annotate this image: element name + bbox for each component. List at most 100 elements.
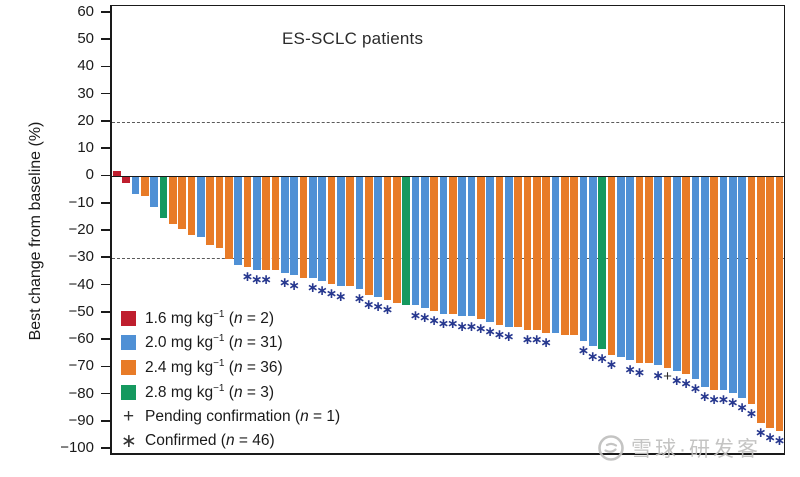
chart-legend: 1.6 mg kg−1 (n = 2) 2.0 mg kg−1 (n = 31) 2… (121, 306, 340, 454)
confirmed-asterisk-marker: ∗ (250, 271, 263, 288)
confirmed-asterisk-marker: ∗ (577, 342, 590, 359)
legend-swatch-icon (121, 335, 136, 351)
confirmed-asterisk-marker: ∗ (372, 298, 384, 315)
legend-swatch-icon (121, 310, 136, 326)
patient-bar (225, 177, 233, 260)
y-tick (101, 392, 110, 395)
legend-label: 2.8 mg kg−1 (n = 3) (145, 382, 275, 401)
confirmed-asterisk-marker: ∗ (652, 366, 664, 383)
patient-bar (719, 177, 728, 390)
legend-label: Confirmed (n = 46) (145, 432, 275, 450)
confirmed-asterisk-marker: ∗ (465, 317, 478, 334)
patient-bar (561, 177, 569, 336)
chart-title: ES-SCLC patients (282, 29, 424, 48)
patient-bar (169, 177, 177, 224)
y-tick (101, 311, 110, 313)
patient-bar (579, 177, 588, 341)
y-tick-label: −80 (68, 384, 94, 402)
y-tick (101, 65, 110, 68)
confirmed-asterisk-marker: ∗ (624, 361, 636, 378)
patient-bar (645, 177, 653, 363)
patient-bar (439, 177, 448, 314)
patient-bar (757, 177, 765, 423)
patient-bar (197, 177, 205, 238)
patient-bar (299, 177, 308, 279)
patient-bar (458, 177, 466, 317)
confirmed-asterisk-marker: ∗ (428, 312, 440, 329)
patient-bar (598, 177, 606, 350)
legend-item-dose-2.0: 2.0 mg kg−1 (n = 31) (121, 331, 340, 356)
confirmed-asterisk-marker: ∗ (717, 391, 730, 408)
patient-bar (131, 177, 140, 194)
confirmed-asterisk-marker: ∗ (446, 314, 459, 331)
patient-bar (523, 177, 532, 330)
patient-bar (393, 177, 401, 303)
patient-bar (570, 177, 578, 336)
patient-bar (365, 177, 373, 295)
patient-bar (467, 177, 476, 317)
patient-bar (775, 177, 784, 431)
xueqiu-logo-icon (598, 435, 624, 461)
patient-bar (346, 177, 354, 287)
patient-bar (243, 177, 252, 268)
confirmed-asterisk-marker: ∗ (596, 350, 608, 367)
confirmed-asterisk-marker: ∗ (754, 423, 767, 440)
confirmed-asterisk-marker: ∗ (493, 325, 506, 342)
y-tick-label: −100 (60, 439, 94, 457)
confirmed-asterisk-marker: ∗ (474, 320, 487, 337)
confirmed-asterisk-marker: ∗ (670, 372, 683, 389)
patient-bar (234, 177, 242, 265)
confirmed-asterisk-marker: ∗ (521, 331, 534, 348)
patient-bar (318, 177, 326, 281)
confirmed-asterisk-marker: ∗ (241, 268, 254, 285)
legend-item-dose-1.6: 1.6 mg kg−1 (n = 2) (121, 306, 340, 331)
zero-baseline (112, 175, 784, 178)
patient-bar (159, 177, 168, 219)
confirmed-asterisk-marker: ∗ (540, 333, 552, 350)
confirmed-asterisk-marker: ∗ (362, 295, 375, 312)
y-tick-label: −20 (68, 221, 94, 238)
patient-bar (738, 177, 746, 399)
legend-item-dose-2.8: 2.8 mg kg−1 (n = 3) (121, 380, 340, 405)
patient-bar (635, 177, 644, 363)
confirmed-asterisk-marker: ∗ (586, 347, 599, 364)
confirmed-asterisk-marker: ∗ (334, 287, 347, 304)
confirmed-asterisk-marker: ∗ (745, 404, 758, 421)
patient-bar (402, 177, 410, 306)
patient-bar (327, 177, 336, 284)
y-tick-label: −10 (68, 193, 94, 211)
patient-bar (626, 177, 634, 360)
patient-bar (505, 177, 513, 328)
y-tick-label: −40 (68, 275, 94, 293)
y-tick (101, 447, 110, 449)
confirmed-asterisk-marker: ∗ (381, 301, 394, 318)
y-tick (101, 338, 110, 340)
patient-bar (486, 177, 494, 322)
legend-label: 1.6 mg kg−1 (n = 2) (145, 308, 275, 327)
y-tick (101, 256, 110, 259)
y-tick-label: −30 (68, 248, 94, 266)
confirmed-asterisk-marker: ∗ (736, 399, 748, 416)
legend-label: 2.0 mg kg−1 (n = 31) (145, 333, 283, 352)
y-tick (101, 229, 110, 231)
confirmed-asterisk-marker: ∗ (633, 363, 646, 380)
y-tick (101, 147, 110, 149)
patient-bar (141, 177, 149, 197)
patient-bar (533, 177, 541, 330)
y-tick-label: −60 (68, 330, 94, 348)
confirmed-asterisk-marker: ∗ (689, 380, 702, 397)
reference-line--30 (112, 258, 784, 260)
confirmed-asterisk-marker: ∗ (418, 309, 431, 326)
patient-bar (271, 177, 280, 270)
patient-bar (122, 177, 130, 183)
reference-line-20 (112, 121, 784, 123)
y-tick-label: 50 (77, 30, 94, 48)
patient-bar (253, 177, 261, 270)
patient-bar (747, 177, 756, 404)
patient-bar (617, 177, 625, 358)
patient-bar (383, 177, 392, 300)
patient-bar (309, 177, 317, 279)
confirmed-asterisk-marker: ∗ (698, 388, 711, 405)
patient-bar (551, 177, 560, 333)
patient-bar (262, 177, 270, 270)
